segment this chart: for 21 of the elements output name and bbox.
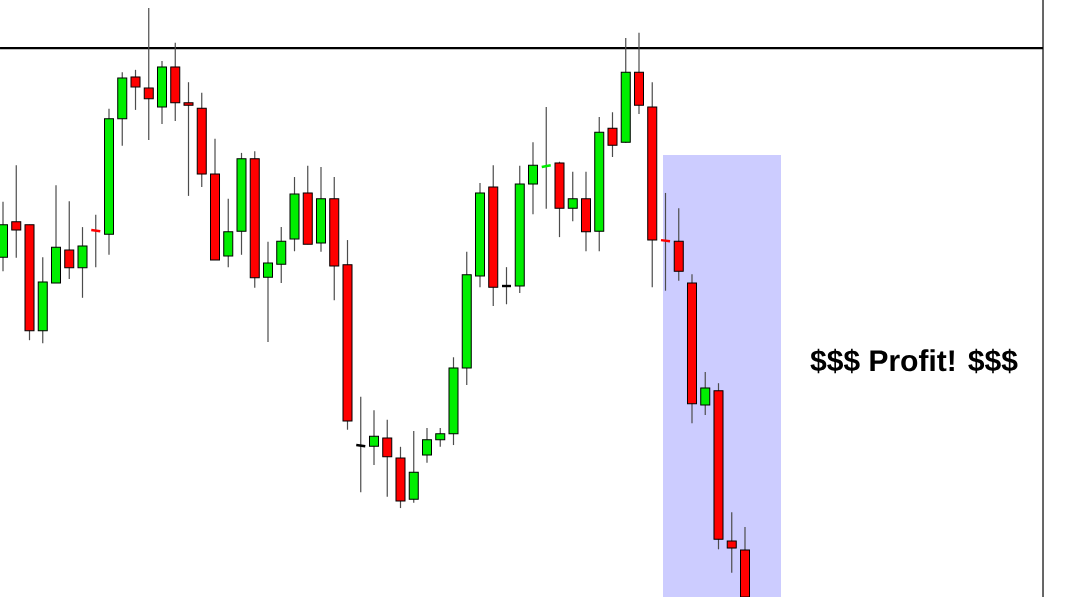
candlestick xyxy=(90,214,102,268)
candlestick xyxy=(659,192,672,292)
candlestick xyxy=(355,396,367,493)
candlestick xyxy=(368,409,379,466)
candlestick xyxy=(276,226,287,284)
candlestick xyxy=(77,226,88,299)
candlestick xyxy=(540,106,552,210)
candlestick xyxy=(700,371,711,416)
candlestick xyxy=(183,81,194,197)
candlestick xyxy=(527,141,538,215)
candlestick xyxy=(422,427,433,464)
candlestick xyxy=(130,69,141,111)
candlestick xyxy=(435,427,446,448)
candlestick xyxy=(64,200,75,280)
candlestick xyxy=(382,419,393,498)
candlestick xyxy=(726,511,737,574)
candlestick xyxy=(567,171,578,222)
candlestick xyxy=(263,241,274,343)
candlestick xyxy=(11,164,22,259)
candlestick xyxy=(607,111,618,158)
text: $$$ Profit! $$$ xyxy=(810,348,1018,374)
